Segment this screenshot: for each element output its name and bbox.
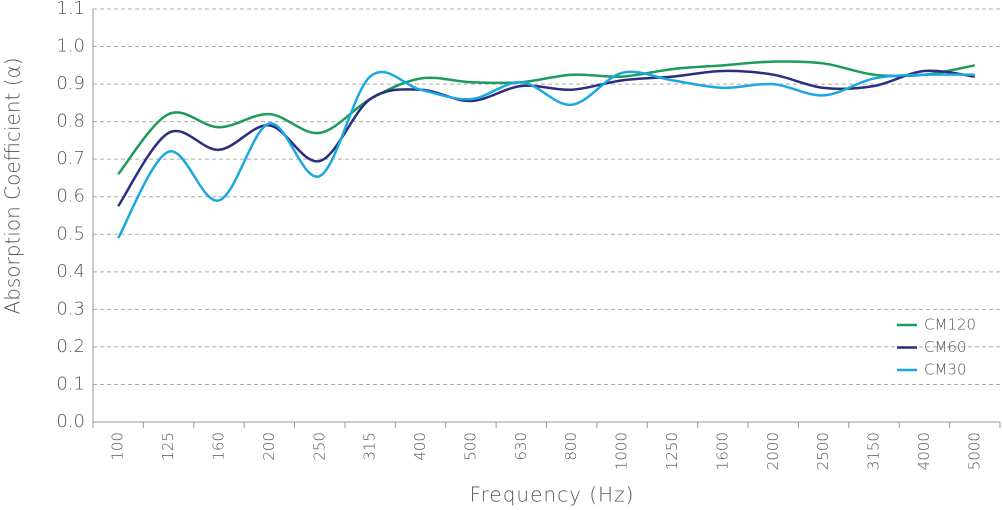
series-line (117, 69, 975, 207)
y-tick-label: 0.8 (56, 111, 85, 132)
series-line (117, 60, 976, 176)
legend-label: CM30 (924, 361, 967, 379)
x-tick-label: 5000 (965, 432, 983, 470)
x-tick-label: 315 (361, 432, 379, 461)
x-tick-label: 1250 (663, 432, 681, 470)
x-tick-label: 1000 (613, 432, 631, 470)
x-tick-label: 800 (562, 432, 580, 461)
x-tick-label: 500 (461, 432, 479, 461)
y-tick-label: 0.0 (56, 411, 85, 432)
x-tick-label: 125 (159, 432, 177, 461)
y-tick-label: 0.5 (56, 223, 85, 244)
x-tick-label: 400 (411, 432, 429, 461)
x-tick-label: 630 (512, 432, 530, 461)
x-tick-label: 200 (260, 432, 278, 461)
x-tick-label: 160 (209, 432, 227, 461)
x-tick-label: 2000 (764, 432, 782, 470)
y-tick-label: 1.0 (56, 36, 85, 57)
y-tick-label: 0.3 (56, 298, 85, 319)
legend-label: CM60 (924, 338, 967, 356)
x-tick-label: 4000 (915, 432, 933, 470)
x-tick-label: 250 (310, 432, 328, 461)
y-tick-label: 0.7 (56, 148, 85, 169)
x-tick-label: 3150 (865, 432, 883, 470)
x-tick-label: 2500 (814, 432, 832, 470)
y-tick-label: 0.2 (56, 336, 85, 357)
x-tick-label: 100 (109, 432, 127, 461)
y-axis-label: Absorption Coefficient (α) (1, 58, 25, 315)
y-tick-label: 0.4 (56, 261, 85, 282)
y-tick-label: 0.1 (56, 373, 85, 394)
legend-label: CM120 (924, 316, 976, 334)
x-axis-label: Frequency (Hz) (470, 483, 635, 507)
y-tick-label: 1.1 (56, 0, 85, 19)
x-tick-label: 1600 (713, 432, 731, 470)
y-tick-label: 0.6 (56, 186, 85, 207)
y-tick-label: 0.9 (56, 73, 85, 94)
series-line (117, 70, 975, 239)
